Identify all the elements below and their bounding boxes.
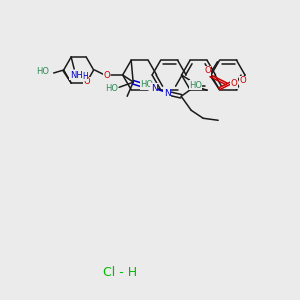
Text: O: O	[84, 77, 91, 86]
Text: HO: HO	[189, 80, 202, 89]
Text: O: O	[204, 66, 211, 75]
Text: Cl - H: Cl - H	[103, 266, 137, 280]
Text: HO: HO	[105, 84, 118, 93]
Text: H: H	[82, 71, 88, 80]
Text: N: N	[164, 89, 170, 98]
Text: HO: HO	[36, 68, 49, 76]
Text: N: N	[151, 84, 158, 93]
Text: O: O	[103, 70, 110, 80]
Text: HO: HO	[140, 80, 153, 89]
Text: O: O	[239, 76, 246, 85]
Text: O: O	[231, 80, 237, 88]
Text: NH: NH	[70, 70, 83, 80]
